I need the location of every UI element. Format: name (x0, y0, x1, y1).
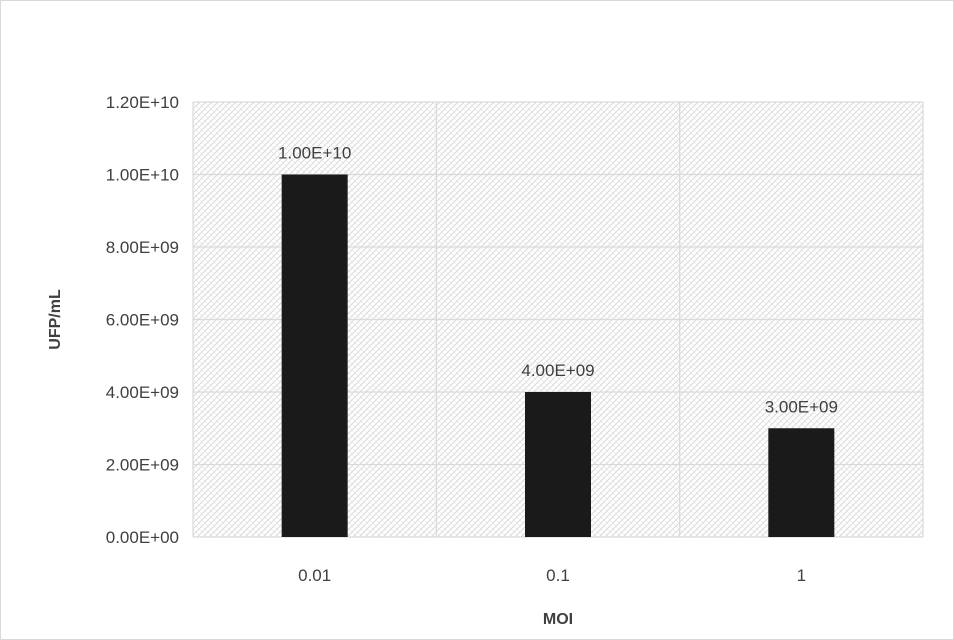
x-axis-ticks: 0.01 0.1 1 (298, 566, 806, 585)
y-axis-title: UFP/mL (47, 289, 64, 350)
x-axis-title: MOI (543, 611, 573, 628)
x-tick-label: 0.1 (546, 566, 570, 585)
bar-data-label: 1.00E+10 (278, 144, 351, 163)
x-tick-label: 1 (797, 566, 806, 585)
y-tick-label: 8.00E+09 (106, 238, 179, 257)
y-tick-label: 4.00E+09 (106, 383, 179, 402)
y-tick-label: 2.00E+09 (106, 456, 179, 475)
y-axis-ticks: 0.00E+00 2.00E+09 4.00E+09 6.00E+09 8.00E+09… (106, 93, 179, 547)
y-tick-label: 0.00E+00 (106, 528, 179, 547)
bar-data-label: 4.00E+09 (521, 361, 594, 380)
bars (281, 174, 835, 537)
y-tick-label: 1.20E+10 (106, 93, 179, 112)
y-tick-label: 1.00E+10 (106, 166, 179, 185)
y-tick-label: 6.00E+09 (106, 311, 179, 330)
data-labels: 1.00E+10 4.00E+09 3.00E+09 (278, 144, 838, 417)
bar (281, 174, 348, 537)
x-tick-label: 0.01 (298, 566, 331, 585)
bar (768, 428, 835, 537)
bar-data-label: 3.00E+09 (765, 397, 838, 416)
bar (525, 392, 591, 537)
